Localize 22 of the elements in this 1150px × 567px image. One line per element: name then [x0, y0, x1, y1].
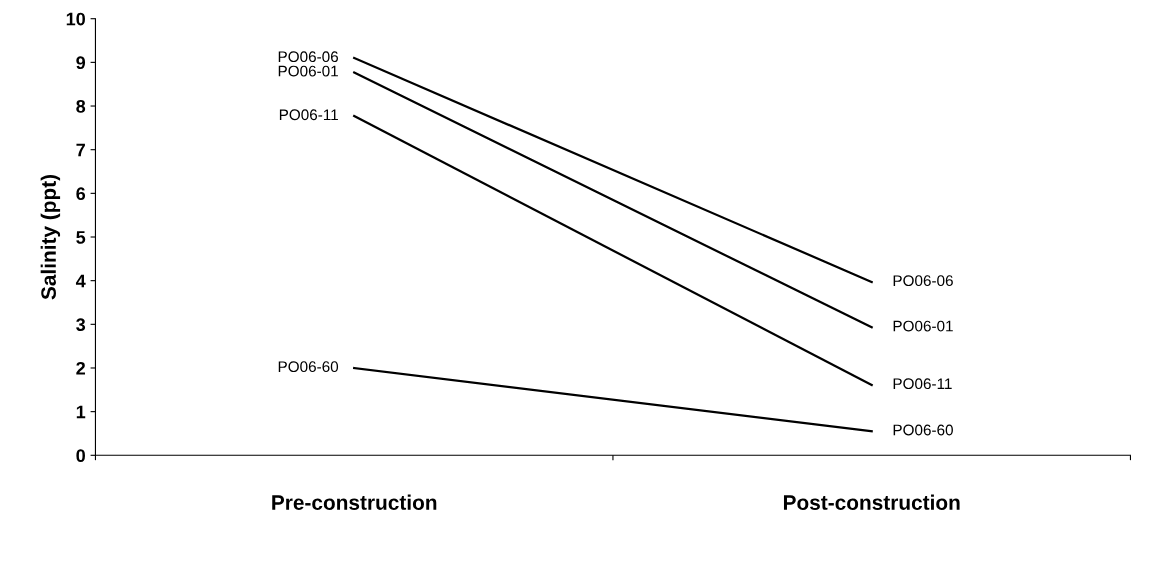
y-tick-label: 4	[75, 274, 86, 288]
series-label: PO06-01	[278, 65, 338, 77]
y-axis-title: Salinity (ppt)	[40, 174, 61, 300]
text: PO06-01	[893, 320, 953, 332]
y-tick-label: 8	[76, 99, 86, 113]
y-tick-label: 6	[76, 187, 86, 201]
y-tick-label: 9	[76, 56, 86, 70]
x-tick-label: Post-construction	[783, 494, 960, 510]
y-tick-label: 2	[76, 361, 86, 375]
x-tick-label: Pre-construction	[272, 494, 437, 510]
y-tick-label: 7	[76, 143, 85, 157]
y-tick-label: 0	[76, 449, 85, 463]
y-tick-label: 3	[76, 318, 86, 332]
series-label: PO06-06	[278, 51, 339, 63]
y-tick-label: 10	[66, 12, 85, 26]
y-tick-label: 1	[76, 405, 86, 419]
text: PO06-06	[893, 275, 953, 287]
y-tick-label: 5	[76, 231, 86, 244]
series-label: PO06-60	[278, 361, 339, 373]
text: PO06-11	[893, 378, 952, 390]
series-label: PO06-11	[279, 109, 338, 121]
text: PO06-60	[893, 424, 953, 436]
